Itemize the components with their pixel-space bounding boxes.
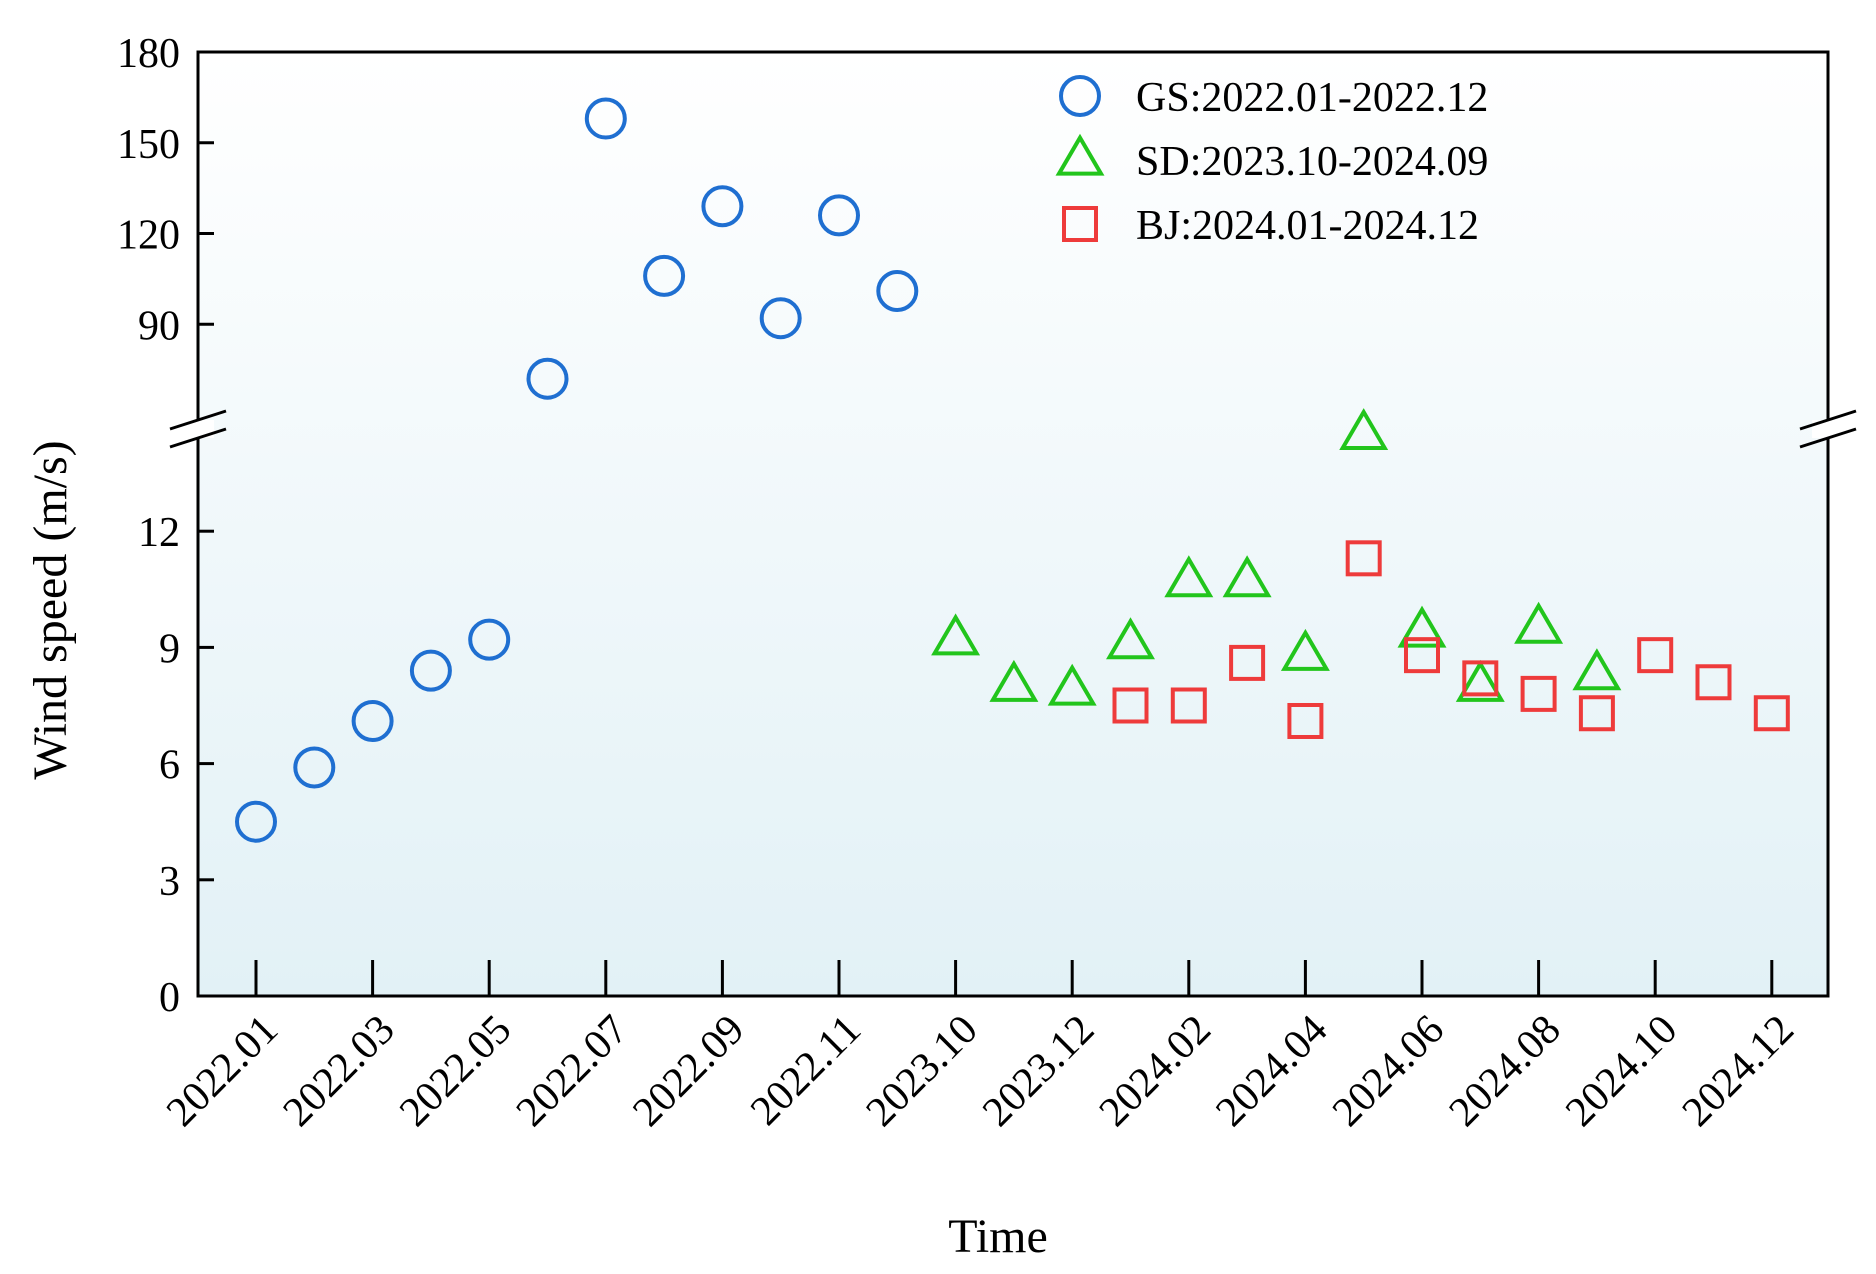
legend-label: GS:2022.01-2022.12 (1136, 75, 1488, 121)
legend-label: BJ:2024.01-2024.12 (1136, 203, 1479, 249)
series-square (1112, 540, 1790, 739)
x-tick-label: 2023.10 (858, 1007, 987, 1136)
axis-break-mark (169, 409, 227, 431)
data-point-circle (876, 269, 919, 312)
data-point-circle (584, 97, 627, 140)
series-triangle (931, 408, 1622, 706)
axis-break-gap (182, 420, 214, 438)
data-point-triangle (1455, 659, 1505, 702)
y-axis-title: Wind speed (m/s) (24, 440, 77, 779)
axis-break-gap (1812, 420, 1844, 438)
y-tick-label: 3 (159, 859, 180, 905)
data-point-square (1112, 687, 1149, 724)
x-tick-label: 2022.11 (742, 1007, 870, 1135)
data-point-triangle (989, 659, 1039, 702)
data-point-square (1170, 687, 1207, 724)
x-tick-label: 2022.05 (391, 1007, 520, 1136)
data-point-circle (235, 800, 277, 843)
y-tick-label: 90 (138, 303, 180, 349)
y-tick-label: 0 (159, 975, 180, 1021)
legend: GS:2022.01-2022.12 SD:2023.10-2024.09 BJ:2… (1055, 75, 1488, 249)
data-point-triangle (1280, 628, 1330, 671)
data-point-circle (409, 649, 452, 692)
series-circle (235, 97, 919, 843)
x-tick-label: 2022.07 (508, 1007, 637, 1136)
y-tick-label: 6 (159, 743, 180, 789)
data-point-circle (293, 746, 336, 789)
data-point-square (1462, 660, 1499, 697)
data-point-square (1520, 675, 1557, 712)
legend-marker-triangle (1055, 133, 1105, 176)
data-point-triangle (1572, 648, 1622, 691)
axis-break-mark (169, 427, 227, 449)
x-tick-label: 2024.12 (1674, 1007, 1803, 1136)
x-tick-label: 2024.02 (1091, 1007, 1220, 1136)
data-point-triangle (1339, 408, 1389, 451)
x-tick-label: 2022.09 (624, 1007, 753, 1136)
data-point-square (1404, 637, 1440, 674)
x-tick-label: 2022.01 (158, 1007, 287, 1136)
data-point-triangle (1514, 601, 1564, 644)
data-point-square (1753, 695, 1790, 732)
data-point-square (1578, 695, 1615, 732)
data-point-circle (759, 297, 802, 340)
data-point-triangle (931, 613, 981, 656)
data-point-square (1695, 664, 1732, 701)
data-point-triangle (1222, 555, 1272, 598)
data-point-square (1345, 540, 1382, 577)
x-tick-label: 2024.10 (1557, 1007, 1686, 1136)
y-tick-label: 120 (117, 213, 180, 259)
data-point-triangle (1397, 605, 1447, 648)
y-tick-label: 150 (117, 122, 180, 168)
data-point-circle (818, 194, 860, 237)
x-tick-label: 2024.06 (1324, 1007, 1453, 1136)
plot-background (198, 52, 1828, 996)
axis-break-mark (1799, 409, 1857, 431)
plot-frame (196, 50, 1830, 998)
data-point-circle (468, 618, 511, 661)
x-axis-title: Time (948, 1210, 1048, 1263)
data-point-circle (351, 699, 394, 742)
data-point-square (1287, 702, 1324, 739)
axis-break-mark (1799, 427, 1857, 449)
legend-label: SD:2023.10-2024.09 (1136, 139, 1488, 185)
x-tick-label: 2022.03 (275, 1007, 404, 1136)
x-tick-label: 2024.08 (1441, 1007, 1570, 1136)
data-point-square (1637, 637, 1674, 674)
x-tick-label: 2024.04 (1207, 1007, 1336, 1136)
y-tick-label: 9 (159, 626, 180, 672)
data-point-circle (526, 357, 569, 400)
data-point-triangle (1106, 617, 1155, 660)
legend-marker-square (1062, 206, 1098, 242)
data-point-triangle (1047, 663, 1097, 706)
x-tick-label: 2023.12 (974, 1007, 1103, 1136)
data-point-circle (643, 254, 686, 297)
data-point-triangle (1164, 555, 1214, 598)
legend-marker-circle (1059, 75, 1101, 117)
data-point-square (1229, 644, 1266, 681)
y-tick-label: 12 (138, 510, 180, 556)
data-point-circle (701, 185, 744, 228)
y-tick-label: 180 (117, 31, 180, 77)
